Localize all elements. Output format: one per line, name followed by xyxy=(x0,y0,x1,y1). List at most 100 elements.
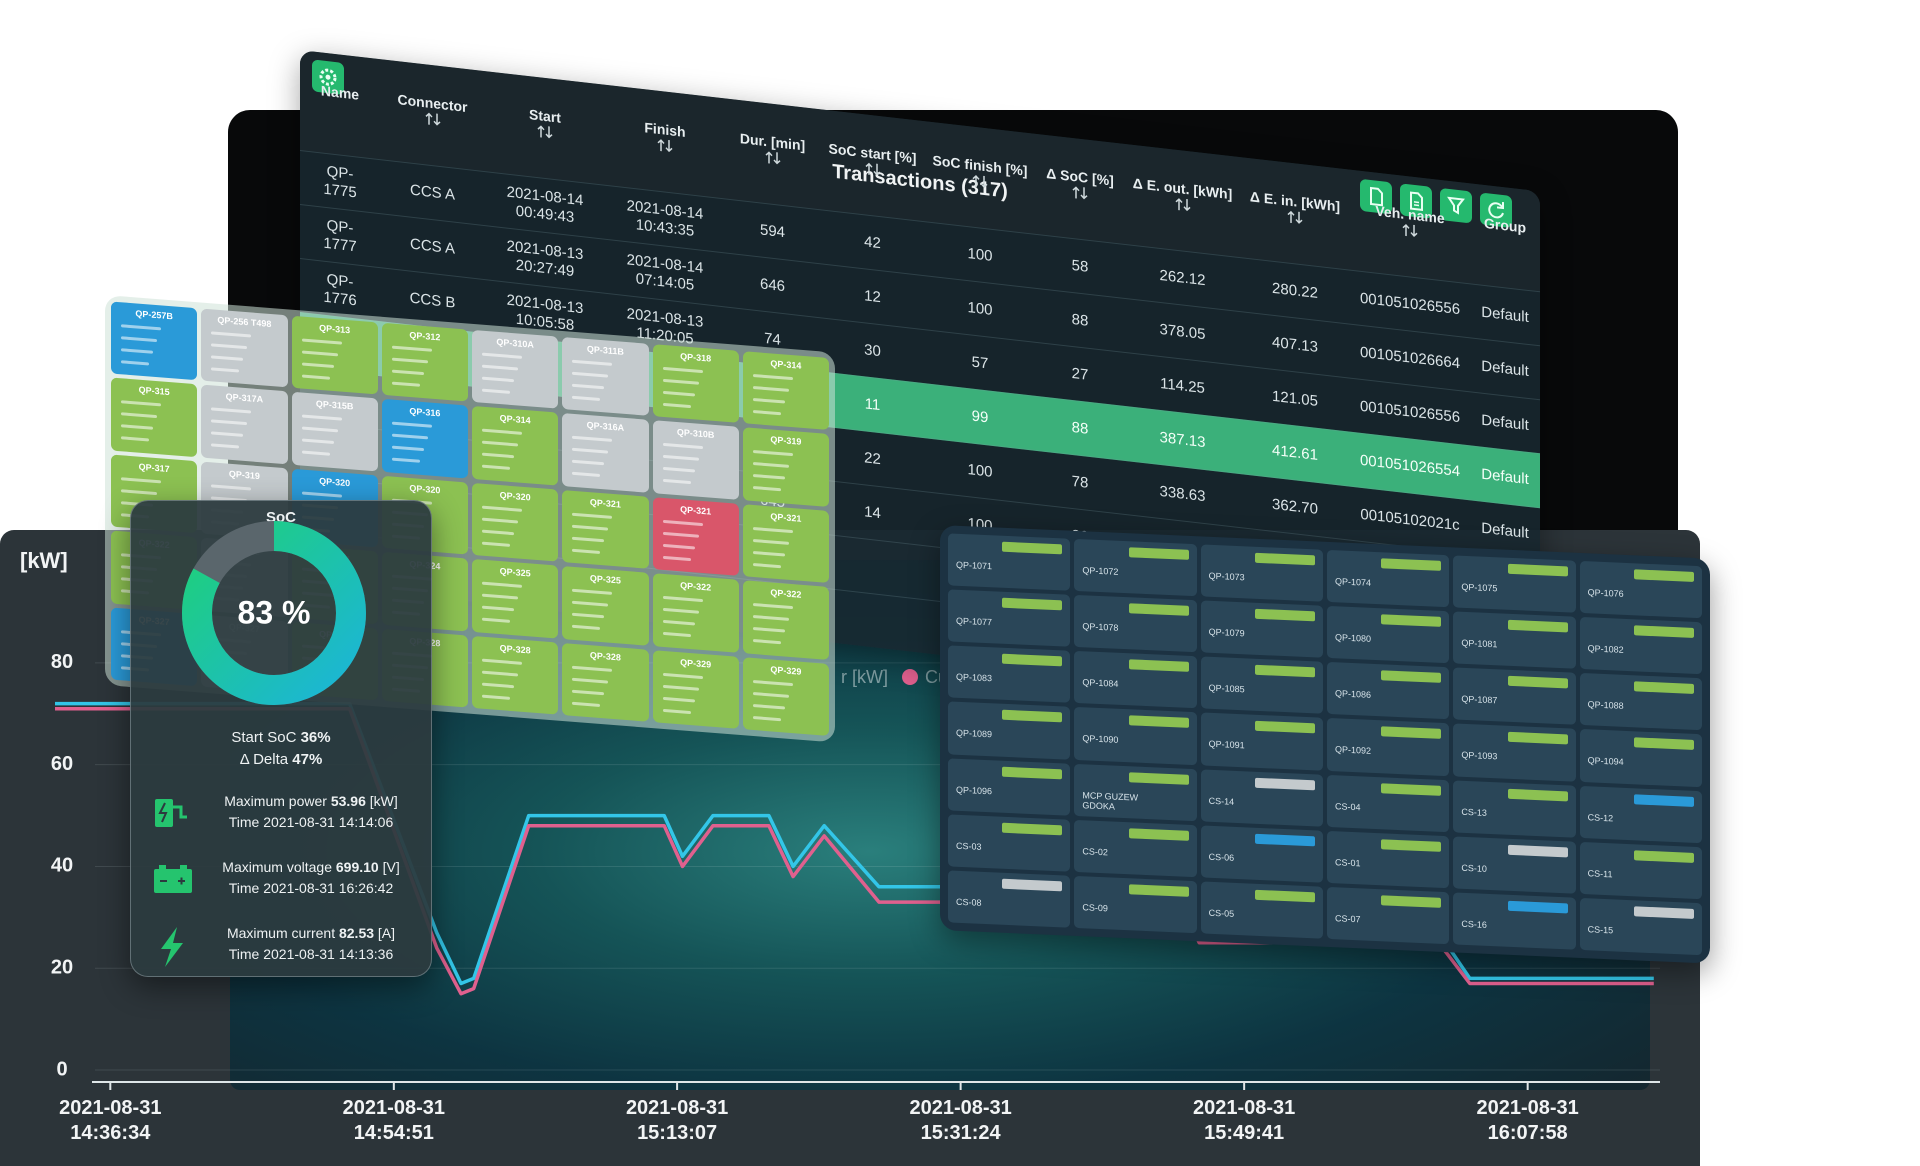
status-tag xyxy=(1507,900,1568,914)
tile-detail xyxy=(662,366,703,374)
tile-detail xyxy=(662,684,699,691)
status-tag xyxy=(1128,659,1189,673)
file-icon xyxy=(1370,186,1383,207)
status-tag xyxy=(1381,838,1442,852)
status-tag xyxy=(1634,737,1694,751)
stat-line: Maximum power 53.96 [kW] xyxy=(201,791,421,812)
stat-label: Maximum power xyxy=(224,793,327,809)
refresh-button[interactable] xyxy=(1480,192,1512,229)
station-tile: QP-1077 xyxy=(948,589,1071,647)
tile-detail xyxy=(572,701,601,707)
station-id: QP-1080 xyxy=(1335,632,1372,644)
tile-detail xyxy=(572,524,609,531)
tile-detail xyxy=(752,715,781,721)
station-id: QP-1077 xyxy=(956,615,993,628)
status-tag xyxy=(1002,822,1063,836)
status-tag xyxy=(1634,906,1694,919)
station-id: QP-1074 xyxy=(1335,576,1372,588)
tile-detail xyxy=(391,457,420,464)
station-id: QP-1089 xyxy=(956,728,993,740)
table-cell: Default xyxy=(1470,446,1540,508)
tile-id: QP-328 xyxy=(589,649,621,663)
cell-text: 22 xyxy=(864,449,881,469)
tile-detail xyxy=(572,689,605,695)
tile-detail xyxy=(662,479,691,485)
value: 36% xyxy=(300,729,331,746)
station-tile: QP-1086 xyxy=(1327,662,1450,720)
table-cell: Default xyxy=(1470,392,1540,454)
stat: Maximum current 82.53 [A] Time 2021-08-31… xyxy=(201,923,421,965)
tile-id: QP-311B xyxy=(586,343,624,357)
settings-button[interactable] xyxy=(312,59,344,96)
tile-detail xyxy=(482,529,514,535)
status-tag xyxy=(1381,726,1442,740)
stat-unit: [A] xyxy=(377,925,396,941)
charger-tile: QP-316 xyxy=(381,399,468,479)
station-tile: QP-1087 xyxy=(1453,667,1576,726)
tile-detail xyxy=(121,400,161,407)
charger-tile: QP-257B xyxy=(111,301,198,381)
sort-arrows xyxy=(1072,186,1088,200)
tile-detail xyxy=(482,694,510,700)
tile-detail xyxy=(482,617,510,624)
tile-id: QP-310B xyxy=(676,427,715,441)
station-tile: QP-1080 xyxy=(1327,606,1450,664)
tile-detail xyxy=(662,390,695,397)
status-tag xyxy=(1381,895,1442,908)
tile-detail xyxy=(301,426,338,433)
column-label: Name xyxy=(320,82,360,103)
station-tile: CS-13 xyxy=(1453,779,1576,838)
status-tag xyxy=(1255,889,1315,903)
tile-detail xyxy=(572,588,613,596)
tile-id: QP-322 xyxy=(770,587,802,600)
battery-icon xyxy=(154,865,192,893)
tile-id: QP-319 xyxy=(228,468,260,481)
sort-icon xyxy=(1174,198,1191,212)
station-tile: QP-1090 xyxy=(1074,707,1197,765)
filter-button[interactable] xyxy=(1440,187,1472,224)
status-tag xyxy=(1507,788,1568,801)
station-id: QP-1096 xyxy=(956,784,993,796)
tile-detail xyxy=(482,441,518,447)
station-id: CS-13 xyxy=(1461,806,1487,818)
status-tag xyxy=(1255,721,1315,734)
tile-id: QP-315 xyxy=(138,385,170,398)
tile-detail xyxy=(572,371,609,378)
cell-text: QP-1777 xyxy=(323,217,357,256)
legend-label: r [kW] xyxy=(841,667,888,687)
station-id: CS-10 xyxy=(1461,862,1487,874)
tile-detail xyxy=(572,512,613,519)
station-id: MCP GUZEW GDOKA xyxy=(1082,789,1139,812)
cell-text: 594 xyxy=(759,221,786,242)
tile-detail xyxy=(662,596,703,603)
tile-id: QP-320 xyxy=(499,489,531,503)
cell-text: 338.63 xyxy=(1159,482,1206,506)
tile-id: QP-317A xyxy=(225,391,264,405)
tile-id: QP-321 xyxy=(680,504,712,517)
y-tick-label: 40 xyxy=(51,855,73,877)
cell-text: CCS A xyxy=(409,181,455,204)
tile-detail xyxy=(211,484,252,491)
cell-text: Default xyxy=(1481,357,1529,381)
charger-tile: QP-314 xyxy=(742,351,829,431)
status-tag xyxy=(1381,782,1442,796)
station-id: CS-15 xyxy=(1587,924,1614,936)
tile-id: QP-312 xyxy=(409,329,441,343)
status-tag xyxy=(1507,619,1568,633)
tile-id: QP-256 T498 xyxy=(217,314,272,330)
station-id: CS-16 xyxy=(1461,918,1487,930)
sort-arrows xyxy=(864,162,881,176)
y-tick-label: 60 xyxy=(51,753,73,775)
tile-detail xyxy=(752,679,793,686)
station-tile: CS-02 xyxy=(1074,819,1197,878)
station-tile: CS-06 xyxy=(1200,825,1323,883)
charger-tile: QP-310B xyxy=(652,420,739,500)
tile-detail xyxy=(482,658,522,665)
export-csv-button[interactable] xyxy=(1400,183,1432,219)
station-tile: QP-1089 xyxy=(948,701,1071,760)
tile-id: QP-319 xyxy=(770,434,802,448)
cell-text: 100 xyxy=(967,245,993,265)
charger-tile: QP-317A xyxy=(201,384,288,465)
export-button[interactable] xyxy=(1360,178,1392,215)
